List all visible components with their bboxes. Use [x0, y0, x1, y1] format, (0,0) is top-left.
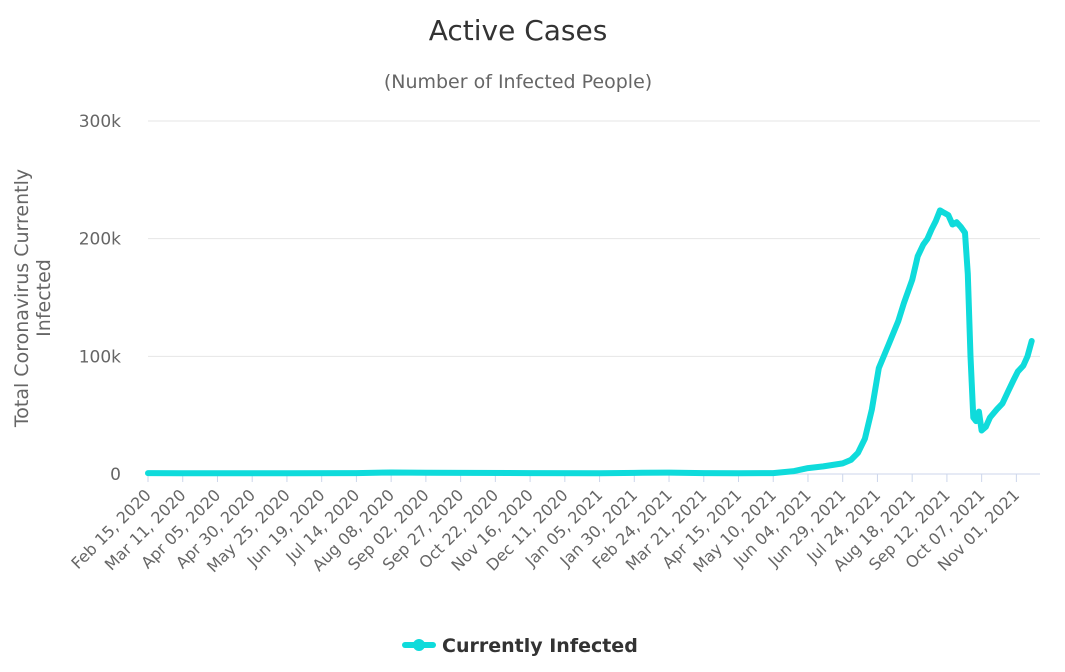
chart-title: Active Cases: [429, 14, 608, 47]
series-layer: [145, 207, 1035, 477]
y-tick-label: 200k: [79, 230, 121, 250]
y-tick-label: 300k: [79, 112, 121, 132]
chart-subtitle: (Number of Infected People): [384, 71, 652, 93]
y-axis-title-line-1: Total Coronavirus Currently: [11, 169, 33, 428]
y-tick-label: 100k: [79, 347, 121, 367]
legend[interactable]: Currently Infected: [402, 635, 638, 657]
y-axis-ticks: 0 100k 200k 300k: [79, 112, 121, 485]
legend-item-currently-infected[interactable]: Currently Infected: [442, 635, 638, 657]
series-line-currently-infected[interactable]: [145, 207, 1035, 477]
y-axis-title-line-2: Infected: [33, 259, 55, 337]
legend-circle-marker: [413, 639, 425, 651]
y-tick-label: 0: [110, 465, 121, 485]
y-axis-title: Total Coronavirus Currently Infected: [11, 169, 55, 428]
